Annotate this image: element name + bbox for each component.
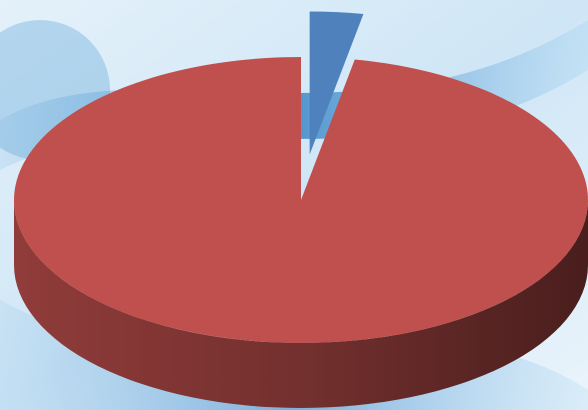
- pie: [13, 11, 588, 408]
- pie-slice: [309, 11, 364, 155]
- pie-slice-side: [14, 200, 588, 408]
- pie-slice: [13, 57, 588, 344]
